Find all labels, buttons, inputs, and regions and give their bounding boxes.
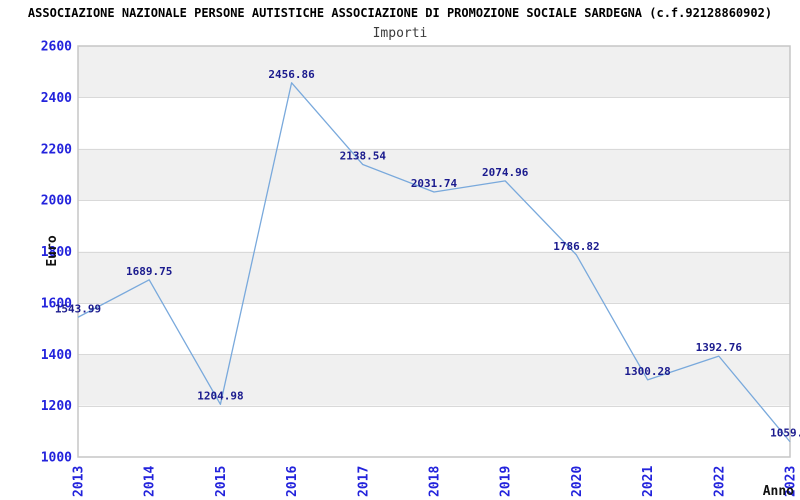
y-tick-label: 2400 bbox=[41, 91, 72, 106]
grid-band bbox=[78, 354, 790, 406]
data-label: 2031.74 bbox=[411, 177, 458, 190]
y-tick-label: 1200 bbox=[41, 399, 72, 414]
x-tick-label: 2018 bbox=[428, 466, 443, 497]
data-label: 1689.75 bbox=[126, 265, 172, 278]
x-tick-label: 2013 bbox=[72, 466, 87, 497]
x-tick-label: 2023 bbox=[784, 466, 799, 497]
x-tick-label: 2020 bbox=[570, 466, 585, 497]
y-tick-label: 1000 bbox=[41, 451, 72, 466]
data-label: 1300.28 bbox=[624, 365, 670, 378]
grid-band bbox=[78, 251, 790, 303]
y-tick-label: 1600 bbox=[41, 296, 72, 311]
y-tick-label: 1400 bbox=[41, 348, 72, 363]
x-tick-label: 2019 bbox=[499, 466, 514, 497]
data-label: 2138.54 bbox=[340, 150, 387, 163]
data-label: 1059.4 bbox=[770, 427, 800, 440]
grid-band bbox=[78, 46, 790, 98]
data-label: 1786.82 bbox=[553, 240, 599, 253]
y-tick-label: 2000 bbox=[41, 194, 72, 209]
y-axis-title: Euro bbox=[45, 235, 60, 266]
plot-border bbox=[77, 45, 791, 458]
x-tick-label: 2014 bbox=[143, 466, 158, 497]
data-label: 2074.96 bbox=[482, 166, 529, 179]
x-tick-label: 2015 bbox=[214, 466, 229, 497]
x-tick-label: 2022 bbox=[712, 466, 727, 497]
series-line-importi bbox=[77, 82, 791, 443]
data-label: 1543.99 bbox=[55, 302, 101, 315]
y-tick-label: 2600 bbox=[41, 40, 72, 55]
chart-title: ASSOCIAZIONE NAZIONALE PERSONE AUTISTICH… bbox=[27, 6, 773, 20]
x-tick-label: 2021 bbox=[641, 466, 656, 497]
y-tick-label: 1800 bbox=[41, 245, 72, 260]
x-tick-label: 2016 bbox=[285, 466, 300, 497]
data-label: 1392.76 bbox=[696, 341, 743, 354]
x-tick-label: 2017 bbox=[356, 466, 371, 497]
data-label: 2456.86 bbox=[268, 68, 315, 81]
x-axis-title: Anno bbox=[763, 484, 794, 499]
chart-subtitle: Importi bbox=[372, 26, 428, 41]
data-label: 1204.98 bbox=[197, 389, 243, 402]
y-tick-label: 2200 bbox=[41, 142, 72, 157]
